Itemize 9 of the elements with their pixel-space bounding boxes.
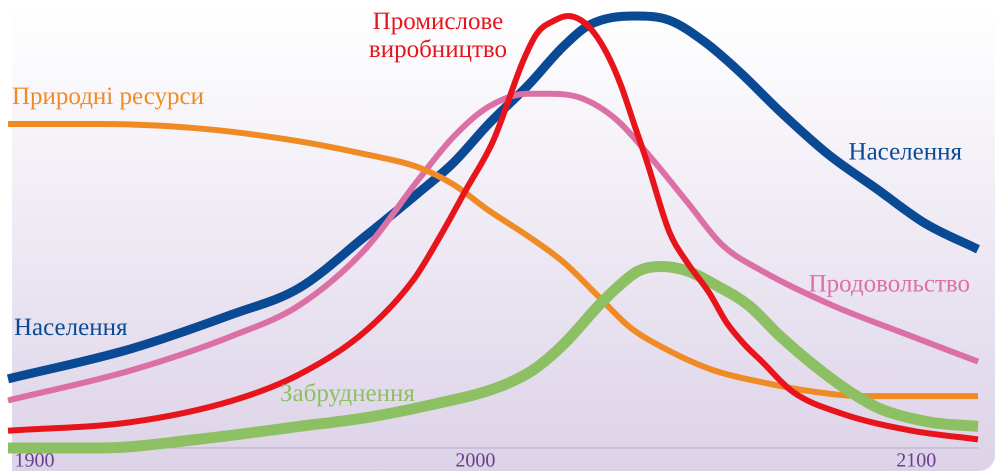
series-label: Промислове виробництво — [368, 8, 508, 64]
series-label: Продовольство — [808, 270, 970, 298]
series-label: Природні ресурси — [12, 83, 204, 110]
text: Населення — [14, 314, 128, 341]
series-label: Населення — [848, 138, 962, 166]
x-tick-label: 2000 — [455, 449, 496, 471]
x-tick-label: 2100 — [896, 449, 936, 471]
series-label: Забруднення — [280, 380, 416, 408]
x-tick-label: 1900 — [14, 449, 54, 471]
